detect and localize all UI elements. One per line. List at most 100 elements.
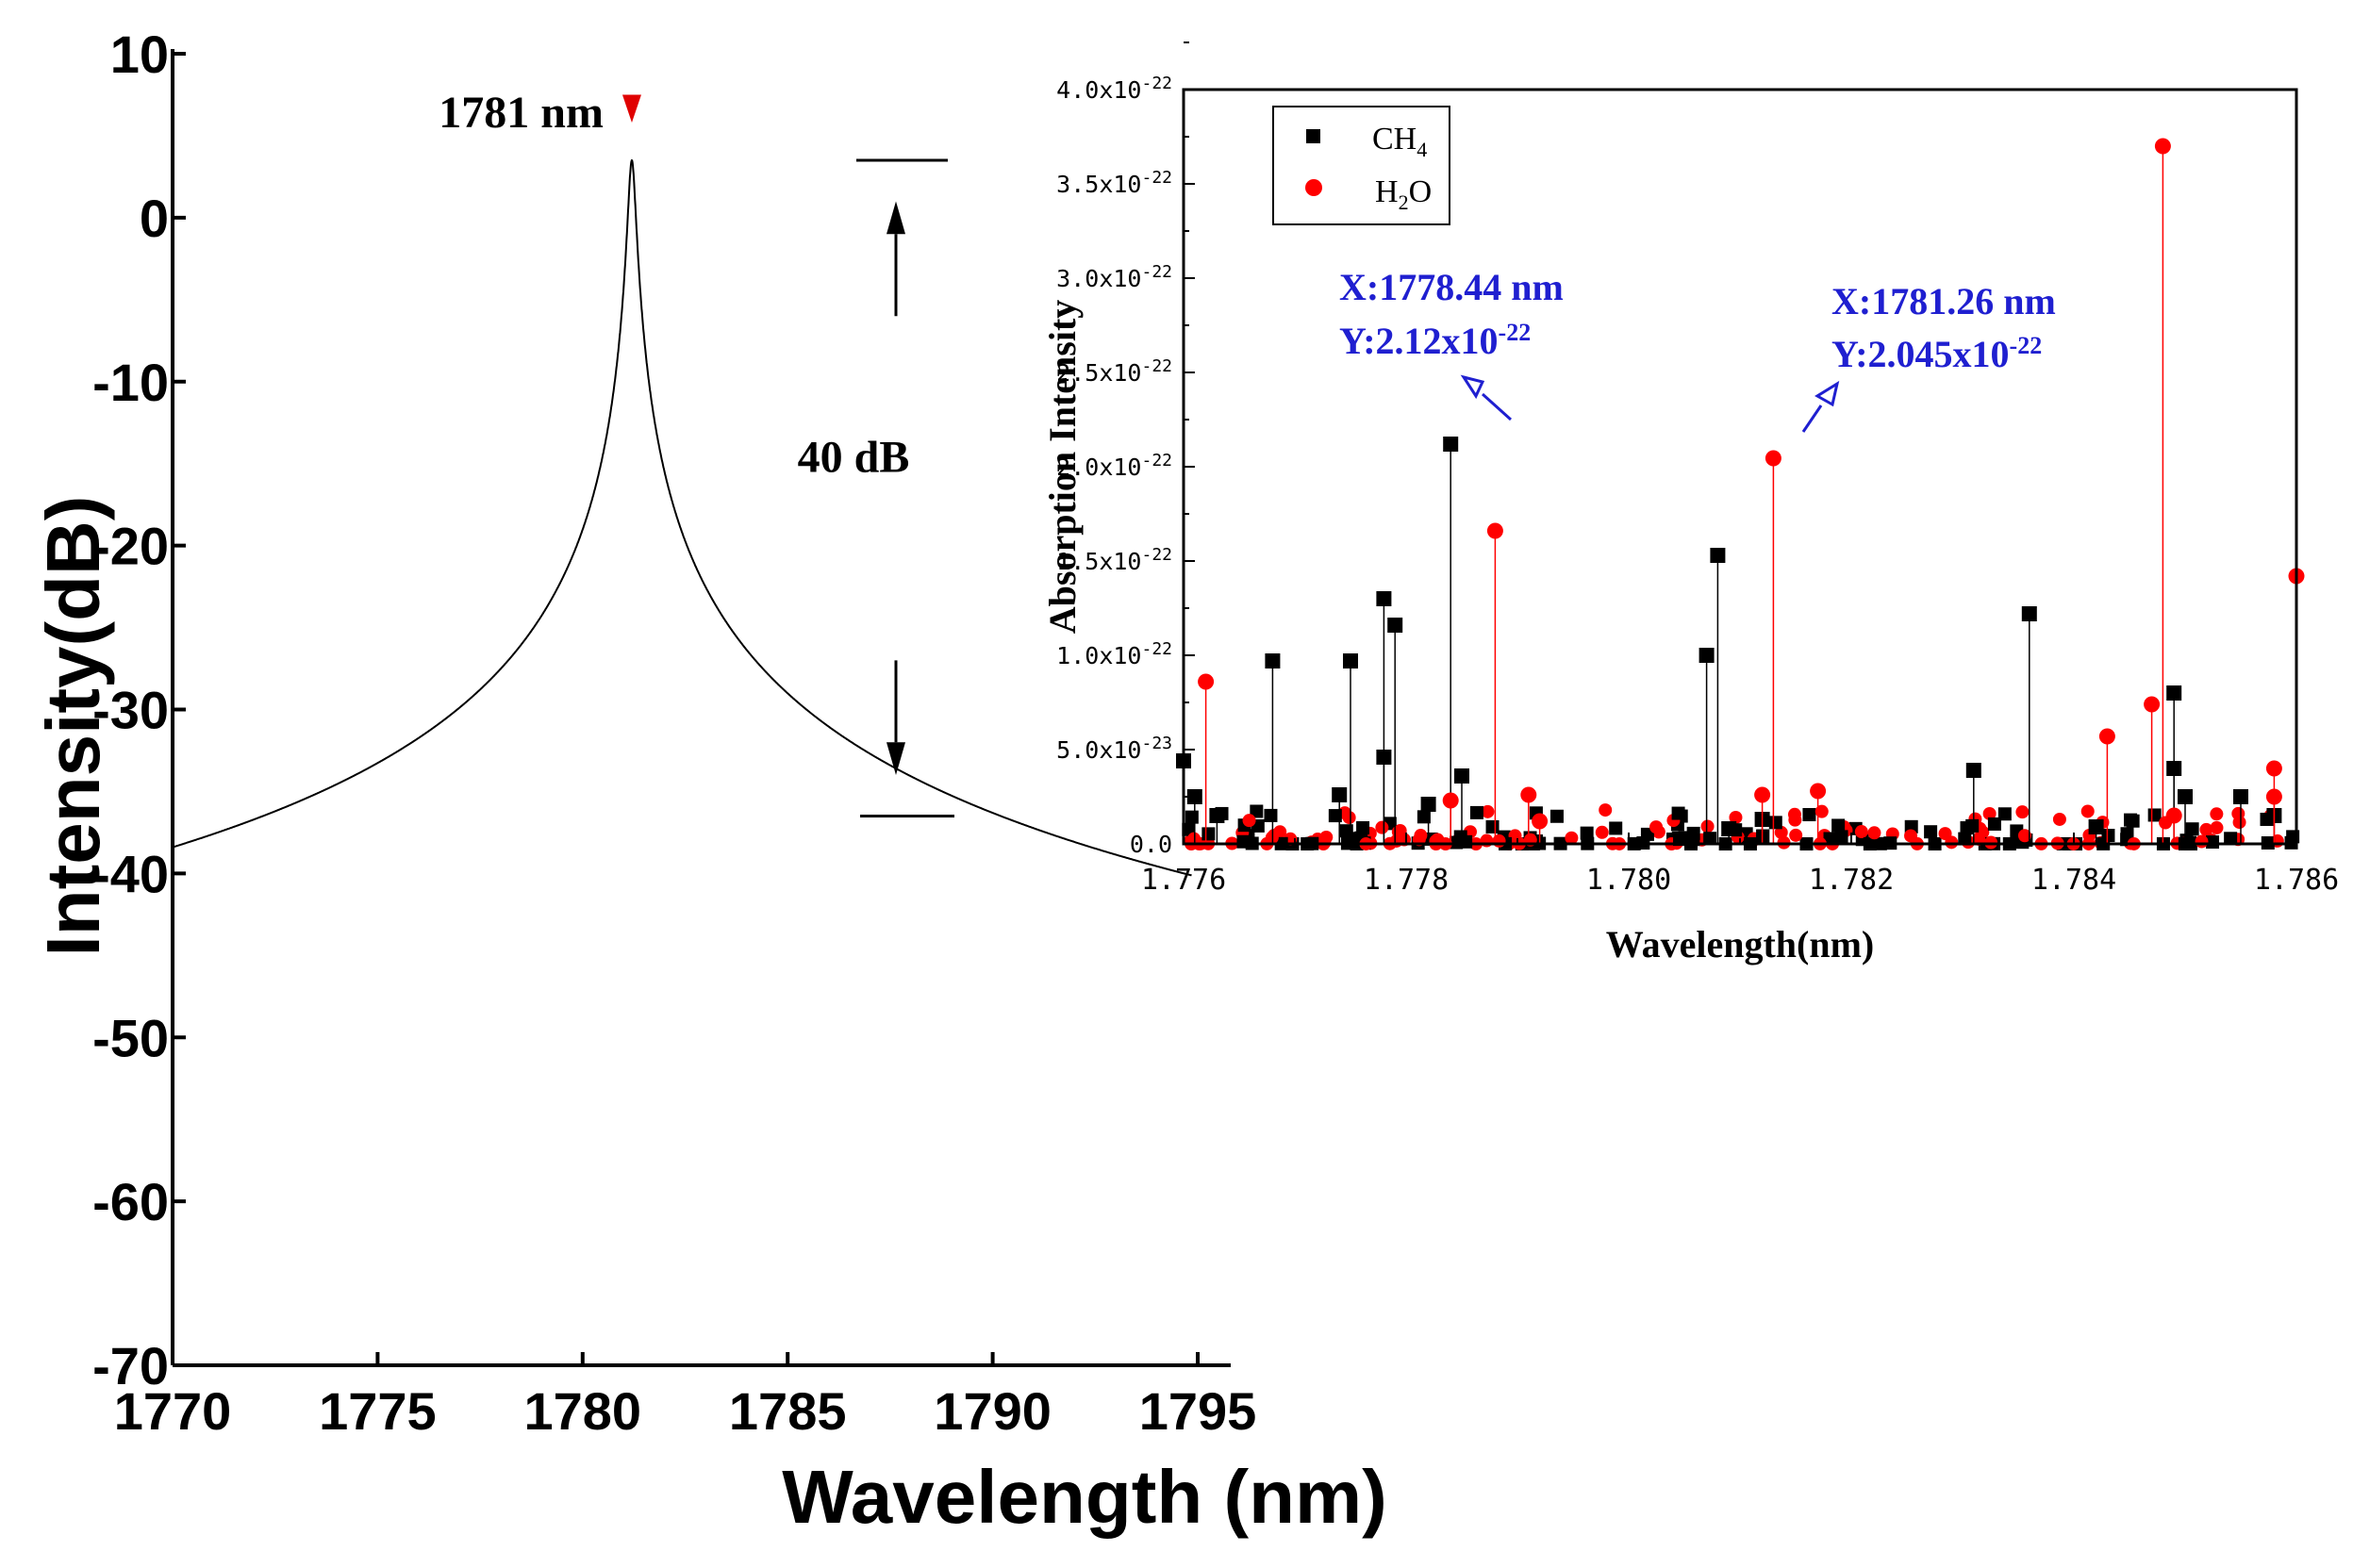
ch4-point (2233, 789, 2248, 804)
h2o-baseline-point (2080, 804, 2095, 818)
h2o-point (1520, 786, 1537, 803)
spectrum-line (172, 158, 1192, 877)
ch4-point (1965, 763, 1981, 778)
h2o-baseline-point (1391, 825, 1405, 839)
ch4-baseline-point (1469, 805, 1483, 819)
ch4-point (1209, 808, 1225, 823)
main-y-tick-label: -10 (92, 353, 169, 412)
ch4-baseline-point (1768, 816, 1782, 830)
inset-chart: 4.0x10-22 3.5x10-22 3.0x10-22 2.5x10-22 2.0x… (1041, 41, 2339, 966)
main-x-axis-title: Wavelength (nm) (782, 1455, 1386, 1539)
smsr-label: 40 dB (798, 432, 910, 482)
ch4-baseline-point (1671, 806, 1685, 820)
inset-legend: CH4 H2O (1272, 106, 1450, 225)
inset-x-axis-title: Wavelength(nm) (1606, 923, 1874, 966)
inset-y-axis-title: Absorption Intensity (1041, 300, 1084, 635)
main-y-tick-label: -40 (92, 844, 169, 903)
ch4-point (1698, 648, 1715, 663)
inset-x-tick-label: 1.784 (2031, 864, 2116, 897)
ch4-baseline-point (1185, 810, 1199, 824)
h2o-baseline-point (1242, 814, 1256, 828)
ch4-baseline-point (1609, 821, 1623, 835)
ch4-point (1343, 653, 1358, 668)
ch4-baseline-point (1250, 804, 1264, 818)
ch4-baseline-point (2206, 835, 2220, 850)
ch4-baseline-point (1236, 834, 1251, 849)
h2o-baseline-point (2017, 829, 2031, 843)
h2o-baseline-point (1375, 820, 1389, 834)
h2o-baseline-point (1700, 819, 1715, 834)
main-y-tick-label: -20 (92, 517, 169, 576)
legend-ch4-marker (1306, 129, 1320, 143)
h2o-baseline-point (2199, 822, 2213, 836)
ch4-baseline-point (1834, 830, 1848, 844)
h2o-baseline-point (1599, 803, 1613, 817)
callout-1-x-label: X:1778.44 nm (1339, 266, 1564, 308)
h2o-baseline-point (1565, 831, 1579, 845)
main-x-tick-label: 1795 (1139, 1381, 1257, 1441)
h2o-point (2265, 788, 2282, 805)
ch4-point (1387, 618, 1403, 633)
ch4-baseline-point (1453, 830, 1467, 844)
main-y-tick-label: 0 (140, 189, 169, 248)
h2o-baseline-point (2052, 812, 2066, 826)
main-x-tick-label: 1770 (114, 1381, 232, 1441)
h2o-baseline-point (1481, 804, 1495, 818)
inset-callouts: X:1778.44 nm Y:2.12x10-22 X:1781.26 nm Y… (1339, 266, 2056, 433)
ch4-baseline-point (1264, 808, 1278, 822)
h2o-baseline-point (1649, 820, 1664, 834)
inset-y-tick-label: 2.0x10-22 (1056, 451, 1172, 481)
h2o-point (1532, 813, 1549, 830)
ch4-point (2166, 761, 2182, 776)
inset-y-tick-label: 1.5x10-22 (1056, 545, 1172, 575)
main-y-tick-label: -70 (92, 1336, 169, 1395)
peak-wavelength-label: 1781 nm (439, 88, 604, 138)
ch4-baseline-point (2185, 822, 2199, 836)
inset-y-tick-label: 3.0x10-22 (1056, 262, 1172, 292)
legend-ch4-label: CH4 (1372, 122, 1427, 161)
ch4-baseline-point (1328, 809, 1342, 823)
ch4-baseline-point (1958, 832, 1972, 846)
ch4-baseline-point (1997, 807, 2012, 821)
ch4-baseline-point (1549, 809, 1564, 823)
inset-x-tick-label: 1.780 (1586, 864, 1671, 897)
legend-box (1272, 106, 1450, 225)
ch4-point (2166, 685, 2182, 701)
ch4-baseline-point (1201, 827, 1216, 841)
ch4-point (2021, 606, 2037, 621)
inset-y-tick-label: 3.5x10-22 (1056, 168, 1172, 198)
ch4-point (1420, 797, 1436, 812)
main-y-tick-label: 10 (110, 25, 169, 84)
h2o-point (2265, 760, 2282, 777)
callout-2-arrow (1801, 380, 1840, 433)
main-x-tick-label: 1790 (934, 1381, 1052, 1441)
legend-h2o-marker (1305, 179, 1322, 196)
h2o-point (1765, 450, 1781, 467)
main-y-tick-label: -60 (92, 1172, 169, 1231)
h2o-point (1442, 792, 1459, 809)
inset-x-tick-label: 1.778 (1364, 864, 1449, 897)
callout-1-arrow (1460, 374, 1513, 421)
inset-y-tick-label: 2.5x10-22 (1056, 356, 1172, 387)
inset-x-tick-label: 1.786 (2254, 864, 2339, 897)
h2o-baseline-point (2210, 807, 2224, 821)
h2o-baseline-point (1854, 825, 1868, 839)
inset-x-tick-label: 1.782 (1809, 864, 1894, 897)
h2o-baseline-point (1945, 835, 1959, 850)
ch4-baseline-point (2224, 832, 2238, 846)
h2o-point (1486, 522, 1503, 539)
ch4-point (1186, 789, 1202, 804)
h2o-point (1810, 783, 1827, 800)
peak-marker-icon (621, 94, 641, 124)
main-y-tick-label: -50 (92, 1008, 169, 1067)
h2o-baseline-point (2231, 806, 2245, 820)
ch4-point (2178, 789, 2193, 804)
h2o-point (2144, 696, 2161, 713)
smsr-up-arrow-head (887, 201, 905, 235)
h2o-baseline-point (2210, 820, 2224, 834)
ch4-baseline-point (1802, 808, 1816, 822)
ch4-baseline-point (1823, 832, 1837, 846)
ch4-baseline-point (1485, 819, 1500, 834)
ch4-point (1376, 591, 1392, 606)
